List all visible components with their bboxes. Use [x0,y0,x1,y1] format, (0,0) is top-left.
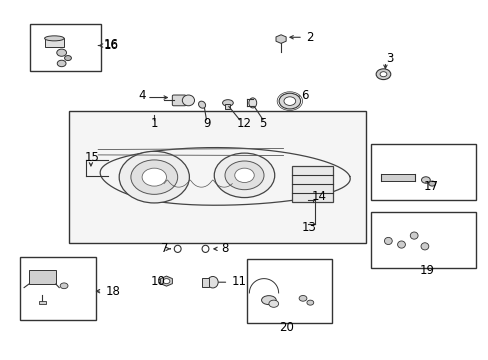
Bar [380,174,414,181]
Text: 16: 16 [104,39,119,52]
Ellipse shape [397,241,405,248]
Polygon shape [275,35,285,43]
Circle shape [224,161,264,190]
FancyBboxPatch shape [172,95,185,106]
Text: 8: 8 [221,242,228,255]
Text: 17: 17 [423,180,438,193]
Bar [44,39,64,47]
Polygon shape [160,276,172,286]
Circle shape [60,283,68,289]
Text: 6: 6 [301,89,308,102]
Text: 19: 19 [419,264,434,277]
Bar [69,111,366,243]
Ellipse shape [261,296,276,305]
Ellipse shape [222,100,233,106]
Bar [291,166,332,202]
Text: 2: 2 [306,31,313,44]
Circle shape [421,177,429,183]
Bar [20,257,96,320]
Text: 1: 1 [150,117,158,130]
Circle shape [299,296,306,301]
Text: 7: 7 [160,242,168,255]
Text: 13: 13 [302,221,316,234]
Circle shape [428,181,435,186]
Text: 5: 5 [259,117,266,130]
Text: 15: 15 [84,151,99,164]
Text: 11: 11 [231,275,246,288]
Text: 14: 14 [311,190,326,203]
Circle shape [142,168,166,186]
Circle shape [119,151,189,203]
Bar [225,104,230,109]
Text: 20: 20 [278,321,293,334]
Circle shape [214,153,274,198]
Ellipse shape [384,237,391,244]
Text: 12: 12 [236,117,251,130]
Circle shape [375,69,390,80]
Circle shape [279,93,300,109]
Ellipse shape [174,245,181,252]
Bar [201,278,209,287]
Bar [246,259,331,323]
Text: 16: 16 [104,38,119,51]
Circle shape [379,72,386,77]
Bar [39,301,45,304]
Circle shape [163,279,169,284]
Text: 3: 3 [385,52,392,65]
Circle shape [234,168,254,183]
Ellipse shape [248,98,256,108]
Bar [370,212,475,268]
Bar [30,24,101,71]
Text: 18: 18 [105,285,120,298]
Bar [29,270,56,284]
Circle shape [57,60,66,67]
Ellipse shape [182,95,194,106]
Circle shape [268,300,278,307]
Text: 10: 10 [151,275,165,288]
Circle shape [284,97,295,105]
Text: 4: 4 [139,89,146,102]
Ellipse shape [44,36,64,41]
Circle shape [306,300,313,305]
Circle shape [131,160,177,194]
Bar [370,144,475,200]
Ellipse shape [207,276,218,288]
Ellipse shape [198,101,205,108]
Ellipse shape [202,245,208,252]
Circle shape [64,55,71,60]
Ellipse shape [409,232,417,239]
Text: 9: 9 [203,117,210,130]
Ellipse shape [420,243,428,250]
Circle shape [57,49,66,56]
